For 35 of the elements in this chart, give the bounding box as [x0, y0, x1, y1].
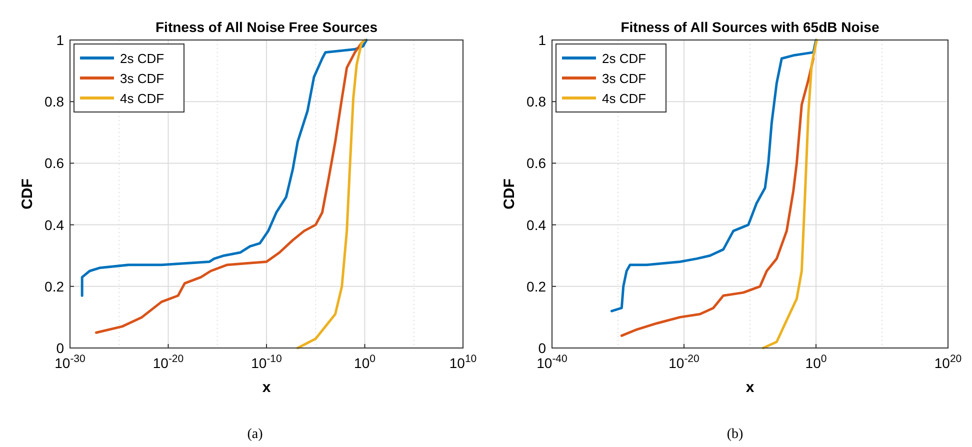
y-tick-label: 0.2 — [44, 278, 64, 294]
x-tick-label: 10$^{10}$ — [449, 353, 477, 371]
y-tick-label: 0 — [538, 340, 546, 356]
x-tick-label: 10$^{0}$ — [354, 353, 376, 371]
y-tick-label: 0.6 — [526, 155, 546, 172]
y-tick-label: 0.4 — [44, 216, 64, 233]
x-axis-title: x — [262, 379, 272, 396]
y-tick-label: 0.8 — [44, 94, 64, 110]
x-tick-label: 10$^{-20}$ — [668, 353, 700, 371]
text: (a) — [247, 427, 264, 442]
x-tick-label: 10$^{-10}$ — [251, 353, 282, 371]
x-axis-title: x — [746, 379, 755, 396]
x-tick-label: 10$^{0}$ — [805, 353, 827, 371]
chart-title: Fitness of All Noise Free Sources — [156, 19, 378, 35]
y-tick-label: 0.4 — [526, 216, 546, 233]
legend-label: 4s CDF — [602, 91, 646, 106]
x-tick-label: 10$^{-30}$ — [54, 353, 86, 371]
y-axis-title: CDF — [501, 178, 518, 210]
y-axis-title: CDF — [19, 178, 36, 210]
text: (b) — [726, 427, 744, 442]
legend-label: 3s CDF — [120, 71, 164, 86]
legend-label: 4s CDF — [120, 91, 164, 106]
x-tick-label: 10$^{20}$ — [934, 353, 962, 371]
legend-label: 2s CDF — [120, 51, 164, 66]
x-tick-label: 10$^{-40}$ — [536, 353, 568, 371]
y-tick-label: 1 — [538, 32, 546, 48]
y-tick-label: 1 — [56, 32, 64, 48]
y-tick-label: 0.8 — [526, 94, 546, 110]
y-tick-label: 0 — [56, 340, 64, 356]
y-tick-label: 0.6 — [44, 155, 64, 172]
y-tick-label: 0.2 — [526, 278, 546, 294]
legend-label: 2s CDF — [602, 51, 646, 66]
legend-label: 3s CDF — [602, 71, 646, 86]
chart-title: Fitness of All Sources with 65dB Noise — [620, 19, 880, 35]
x-tick-label: 10$^{-20}$ — [152, 353, 184, 371]
